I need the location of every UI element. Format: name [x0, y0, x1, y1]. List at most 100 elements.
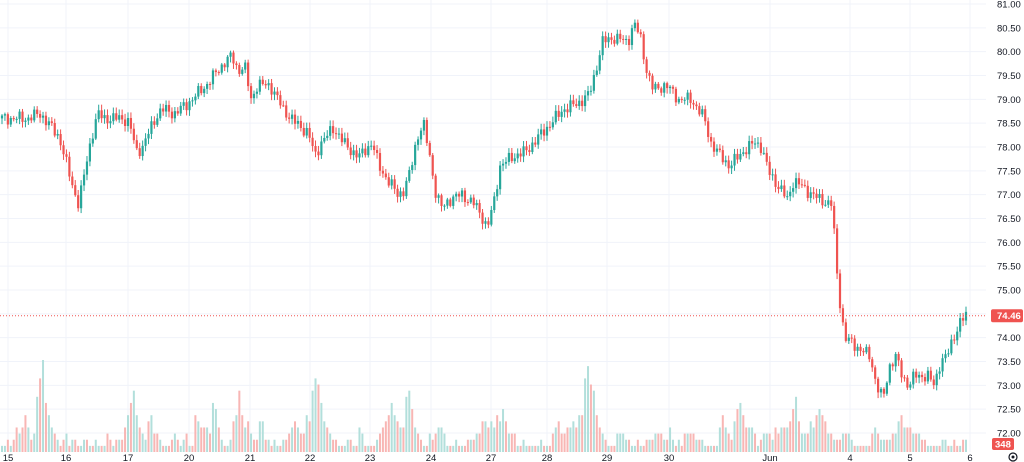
candle-body [651, 75, 654, 90]
price-axis-label: 73.50 [997, 357, 1021, 368]
candle-body [627, 38, 631, 46]
volume-bar [768, 433, 771, 452]
candle-body [853, 338, 856, 351]
volume-bar [686, 433, 689, 452]
candle-body [226, 56, 229, 68]
volume-bar [56, 439, 59, 452]
candle-body [666, 83, 669, 89]
candle-body [475, 203, 478, 206]
candle-body [724, 160, 727, 163]
volume-bar [466, 439, 469, 452]
volume-bar [525, 445, 528, 452]
candle-body [3, 114, 7, 116]
candle-body [349, 147, 352, 156]
volume-bar [276, 445, 279, 452]
volume-bar [777, 433, 780, 452]
candle-body [305, 127, 308, 136]
candle-body [405, 180, 408, 197]
candle-body [879, 388, 883, 393]
price-axis[interactable]: 72.0072.5073.0073.5074.0074.5075.0075.50… [997, 0, 1021, 440]
candle-body [953, 339, 956, 341]
volume-bar [273, 439, 276, 452]
candle-body [745, 152, 748, 155]
volume-bar [926, 445, 929, 452]
time-axis-label: 30 [664, 453, 675, 462]
candle-body [159, 108, 162, 119]
last-price-badge: 74.46 [991, 309, 1023, 323]
volume-bar [335, 439, 338, 452]
candle-body [62, 145, 65, 155]
candle-body [302, 127, 305, 136]
candle-body [59, 134, 62, 146]
candle-body [800, 184, 804, 186]
candle-body [897, 353, 900, 361]
volume-bar [669, 427, 672, 452]
volume-bar [47, 415, 50, 452]
volume-bar [370, 445, 373, 452]
candle-body [288, 117, 291, 119]
candle-body [633, 22, 636, 29]
volume-bar [592, 390, 595, 452]
candle-body [115, 113, 118, 120]
volume-bar [332, 439, 335, 452]
candle-body [12, 118, 15, 120]
volume-bar [68, 445, 71, 452]
candle-body [33, 109, 36, 121]
candle-body [868, 346, 871, 360]
candle-body [607, 37, 610, 43]
volume-bar [932, 445, 935, 452]
candle-body [82, 174, 86, 186]
candle-body [197, 86, 200, 97]
settings-gear-inner[interactable] [1011, 455, 1015, 459]
price-axis-label: 80.50 [997, 23, 1021, 34]
volume-bar [364, 445, 367, 452]
candle-body [367, 146, 370, 156]
settings-gear-outer[interactable] [1008, 452, 1018, 462]
volume-bar [384, 421, 387, 452]
volume-bar [642, 445, 645, 452]
candle-body [270, 83, 273, 95]
last-volume-badge: 348 [992, 438, 1014, 451]
candle-body [121, 115, 124, 120]
settings-icon[interactable] [1008, 452, 1018, 462]
volume-bar [674, 445, 677, 452]
candle-body [657, 83, 660, 89]
candle-body [742, 152, 745, 155]
volume-bar [285, 439, 288, 452]
candle-body [689, 92, 692, 103]
volume-bar [792, 409, 795, 452]
candle-body [68, 156, 71, 177]
volume-bar [519, 445, 522, 452]
candle-body [411, 165, 414, 171]
candle-body [97, 110, 100, 120]
volume-bar [671, 439, 674, 452]
volume-bar [935, 445, 938, 452]
volume-bar [296, 427, 299, 452]
candle-body [153, 121, 156, 125]
candle-body [797, 178, 801, 185]
volume-bar [484, 421, 487, 452]
volume-bar [569, 427, 572, 452]
volume-bar [458, 445, 461, 452]
candle-body [320, 141, 323, 156]
volume-bar [27, 427, 30, 452]
candle-body [604, 36, 607, 43]
volume-bar [701, 439, 704, 452]
candle-body [162, 108, 165, 112]
volume-bar [695, 439, 698, 452]
volume-bar [346, 439, 349, 452]
candle-body [238, 65, 241, 74]
volume-bar [6, 439, 9, 452]
volume-bar [499, 421, 502, 452]
candle-body [340, 133, 343, 143]
time-axis-label: 6 [967, 453, 972, 462]
volume-bar [894, 433, 897, 452]
volume-bar [742, 415, 745, 452]
time-axis[interactable]: 15 16 17 20 21 22 23 24 27 28 29 30 Jun 4 5 6 [3, 453, 973, 462]
volume-bar [557, 421, 560, 452]
candle-body [513, 158, 516, 162]
candle-body [528, 150, 531, 152]
volume-bar [323, 421, 326, 452]
